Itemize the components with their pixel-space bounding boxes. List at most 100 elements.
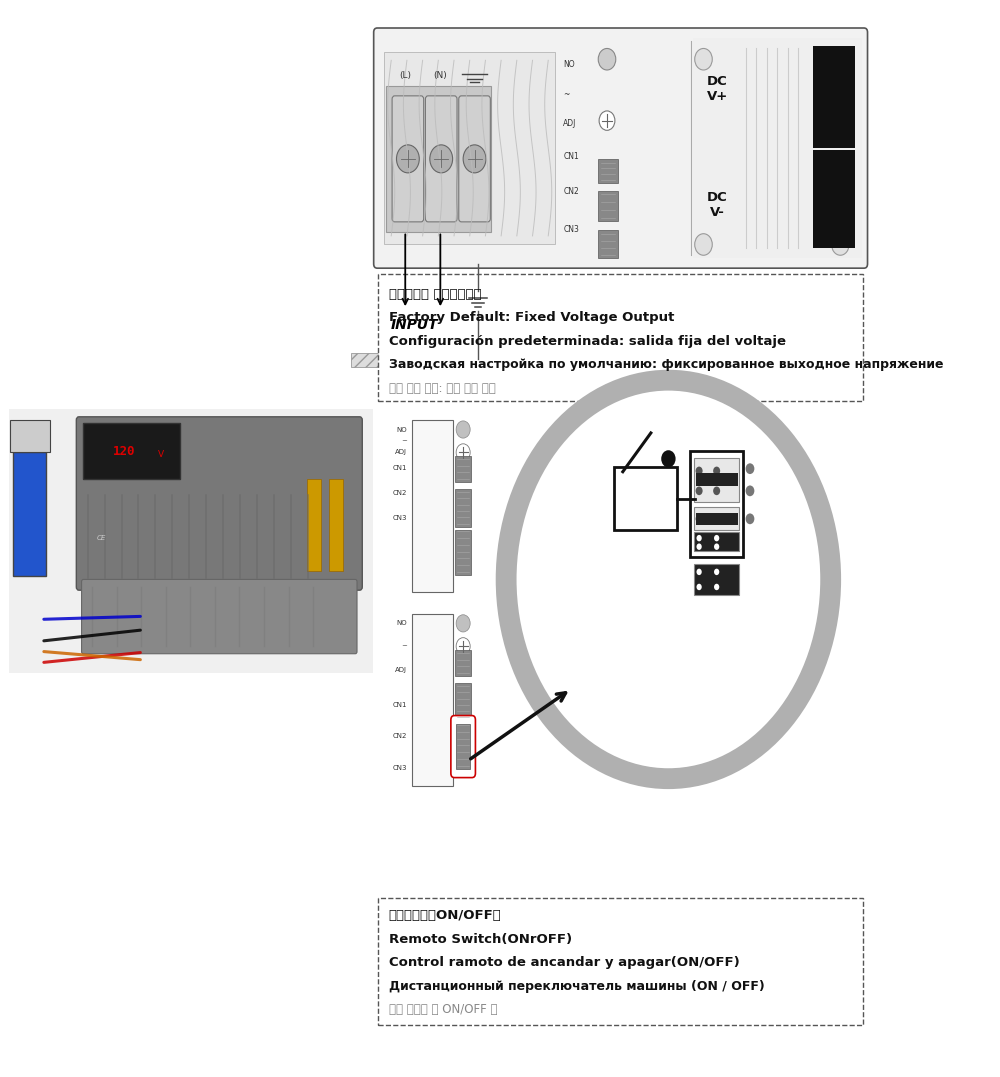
Bar — [598, 230, 618, 258]
FancyBboxPatch shape — [82, 579, 357, 654]
Bar — [455, 683, 471, 721]
Text: NO: NO — [563, 60, 575, 69]
Text: Configuración predeterminada: salida fija del voltaje: Configuración predeterminada: salida fij… — [389, 335, 786, 348]
Circle shape — [696, 569, 702, 575]
Bar — [694, 507, 739, 531]
Circle shape — [714, 584, 719, 590]
Text: Control ramoto de ancandar y apagar(ON/OFF): Control ramoto de ancandar y apagar(ON/O… — [389, 956, 739, 969]
Text: Factory Default: Fixed Voltage Output: Factory Default: Fixed Voltage Output — [389, 311, 674, 324]
Circle shape — [713, 515, 720, 523]
Bar — [690, 451, 743, 557]
Circle shape — [832, 234, 849, 255]
Text: ADJ: ADJ — [395, 667, 407, 673]
Bar — [412, 614, 453, 786]
Text: ~: ~ — [401, 643, 407, 649]
Circle shape — [456, 615, 470, 632]
Circle shape — [713, 466, 720, 475]
Text: CN2: CN2 — [563, 187, 579, 196]
Text: 出厂默认： 固定电压输出: 出厂默认： 固定电压输出 — [389, 288, 481, 300]
Bar — [813, 151, 855, 248]
Text: CN1: CN1 — [563, 152, 579, 160]
Bar — [351, 353, 596, 367]
Text: 공장 기본 상태: 고정 전압 출력: 공장 기본 상태: 고정 전압 출력 — [389, 381, 495, 394]
Circle shape — [396, 144, 419, 172]
Text: CN3: CN3 — [563, 225, 579, 234]
FancyBboxPatch shape — [425, 96, 457, 222]
Text: DC
V+: DC V+ — [707, 75, 728, 103]
Text: (L): (L) — [399, 71, 411, 80]
Circle shape — [696, 466, 703, 475]
Circle shape — [714, 569, 719, 575]
FancyBboxPatch shape — [459, 96, 490, 222]
FancyBboxPatch shape — [374, 28, 868, 268]
Circle shape — [696, 584, 702, 590]
Circle shape — [466, 281, 490, 311]
Text: 원격 스위치 （ ON/OFF ）: 원격 스위치 （ ON/OFF ） — [389, 1003, 497, 1016]
Circle shape — [832, 48, 849, 70]
Text: 120: 120 — [113, 445, 135, 458]
Circle shape — [696, 487, 703, 495]
Bar — [694, 564, 739, 595]
Text: Дистанционный переключатель машины (ON / OFF): Дистанционный переключатель машины (ON /… — [389, 980, 764, 993]
Text: ~: ~ — [401, 437, 407, 444]
Text: 远程开关机（ON/OFF）: 远程开关机（ON/OFF） — [389, 909, 501, 922]
Bar — [456, 724, 470, 769]
Text: CN3: CN3 — [393, 765, 407, 771]
Circle shape — [714, 535, 719, 542]
Text: NO: NO — [396, 426, 407, 433]
Text: CN1: CN1 — [393, 465, 407, 472]
Circle shape — [506, 380, 831, 779]
Circle shape — [696, 515, 703, 523]
Text: CN2: CN2 — [393, 733, 407, 739]
Text: Remoto Switch(ONrOFF): Remoto Switch(ONrOFF) — [389, 933, 572, 946]
Circle shape — [456, 444, 470, 461]
Circle shape — [599, 111, 615, 130]
Circle shape — [713, 487, 720, 495]
Bar — [307, 479, 321, 571]
Circle shape — [598, 48, 616, 70]
Bar — [696, 473, 738, 487]
Bar — [10, 420, 50, 452]
Bar — [455, 530, 471, 575]
Text: DC
V-: DC V- — [707, 191, 728, 219]
Circle shape — [714, 544, 719, 550]
Bar — [412, 420, 453, 592]
Circle shape — [746, 486, 754, 496]
Bar — [694, 458, 739, 502]
Circle shape — [695, 48, 712, 70]
Bar — [9, 409, 373, 673]
Text: CN2: CN2 — [393, 490, 407, 496]
FancyBboxPatch shape — [76, 417, 362, 590]
Bar — [378, 898, 863, 1025]
Text: INPUT: INPUT — [390, 318, 438, 332]
Bar — [329, 479, 343, 571]
FancyBboxPatch shape — [451, 715, 475, 778]
Bar — [693, 38, 862, 258]
FancyBboxPatch shape — [392, 96, 424, 222]
Circle shape — [746, 514, 754, 524]
Bar — [386, 86, 491, 232]
Circle shape — [696, 535, 702, 542]
Text: ~: ~ — [563, 90, 570, 99]
Bar — [378, 274, 863, 401]
Text: V: V — [157, 449, 164, 459]
Text: ADJ: ADJ — [563, 120, 577, 128]
Text: ADJ: ADJ — [395, 449, 407, 454]
Bar — [455, 489, 471, 527]
Bar — [83, 423, 180, 479]
Text: Заводская настройка по умолчанию: фиксированное выходное напряжение: Заводская настройка по умолчанию: фиксир… — [389, 359, 943, 372]
Bar — [598, 191, 618, 221]
Bar — [455, 457, 471, 482]
Bar — [13, 452, 46, 576]
Bar — [813, 46, 855, 148]
Bar — [614, 467, 677, 530]
Bar — [384, 52, 555, 244]
Circle shape — [746, 463, 754, 474]
Circle shape — [463, 144, 486, 172]
Circle shape — [456, 421, 470, 438]
Circle shape — [695, 234, 712, 255]
Circle shape — [662, 451, 675, 466]
Text: CN1: CN1 — [393, 702, 407, 708]
Bar — [694, 532, 739, 551]
Text: CN3: CN3 — [393, 515, 407, 521]
